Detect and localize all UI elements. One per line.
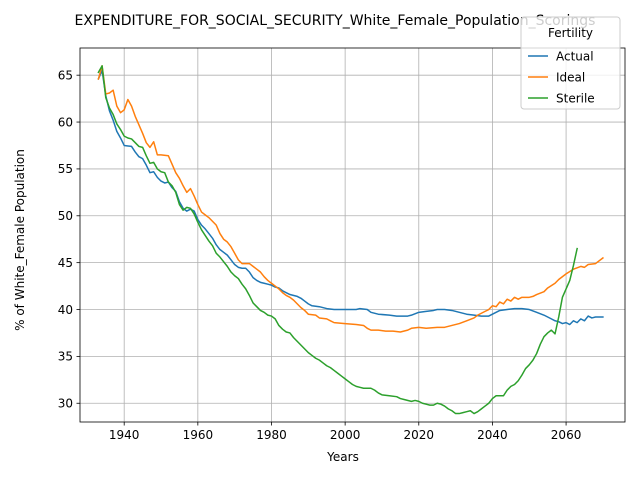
- y-tick-label: 55: [58, 162, 73, 176]
- legend-label-ideal: Ideal: [556, 70, 585, 84]
- series-line-sterile: [97, 65, 579, 415]
- x-axis-label: Years: [326, 450, 359, 464]
- x-tick-label: 2040: [477, 428, 508, 442]
- x-axis-ticks: 1940 1960 1980 2000 2020 2040 2060: [109, 422, 581, 442]
- x-tick-label: 1940: [109, 428, 140, 442]
- y-tick-label: 30: [58, 397, 73, 411]
- plot-area-frame: [79, 47, 626, 423]
- y-tick-label: 60: [58, 115, 73, 129]
- legend-entries: Actual Ideal Sterile: [528, 49, 595, 105]
- x-tick-label: 2060: [551, 428, 582, 442]
- series-lines: [97, 65, 604, 415]
- y-tick-label: 40: [58, 303, 73, 317]
- y-axis-label: % of White_Female Population: [13, 149, 27, 331]
- y-tick-label: 50: [58, 209, 73, 223]
- series-line-actual: [97, 69, 604, 326]
- y-axis-ticks: 30 35 40 45 50 55 60 65: [58, 68, 80, 411]
- legend: Fertility Actual Ideal Sterile: [520, 16, 621, 110]
- x-tick-label: 1960: [183, 428, 214, 442]
- y-tick-label: 35: [58, 350, 73, 364]
- series-line-ideal: [97, 65, 604, 333]
- legend-box: [520, 16, 621, 110]
- x-tick-label: 1980: [256, 428, 287, 442]
- y-tick-label: 45: [58, 256, 73, 270]
- x-tick-label: 2000: [330, 428, 361, 442]
- legend-title: Fertility: [548, 26, 593, 40]
- chart-title: EXPENDITURE_FOR_SOCIAL_SECURITY_White_Fe…: [75, 13, 596, 29]
- legend-label-sterile: Sterile: [556, 91, 595, 105]
- y-tick-label: 65: [58, 68, 73, 82]
- x-tick-label: 2020: [404, 428, 435, 442]
- legend-label-actual: Actual: [556, 49, 594, 63]
